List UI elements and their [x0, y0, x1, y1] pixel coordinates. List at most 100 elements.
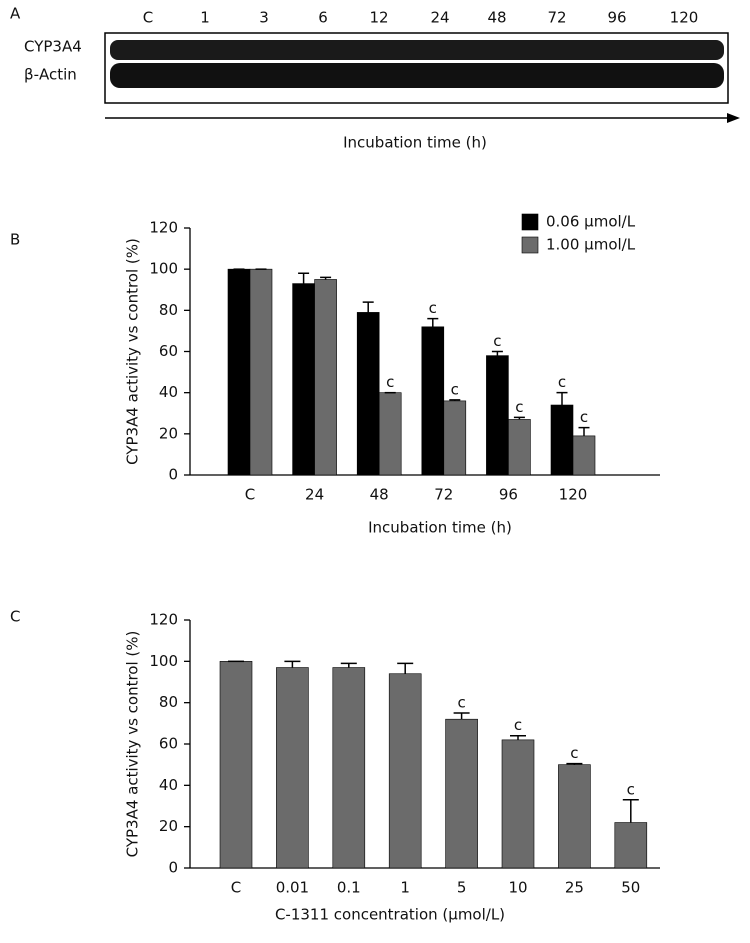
error-bar	[298, 272, 310, 284]
annotation: c	[558, 373, 566, 391]
bar	[572, 435, 596, 476]
bar	[388, 673, 422, 869]
x-tick-label: 120	[559, 486, 588, 504]
bar	[276, 667, 309, 869]
error-bar	[513, 416, 525, 420]
x-tick-label: 10	[508, 879, 527, 897]
bar	[249, 268, 273, 476]
lane-label: 24	[430, 9, 449, 27]
bar	[445, 718, 478, 869]
x-tick-label: 24	[305, 486, 324, 504]
lane-label: 96	[607, 9, 626, 27]
bar	[332, 667, 366, 869]
y-tick-label: 40	[159, 776, 178, 794]
y-tick-label: 60	[159, 735, 178, 753]
lane-label: 6	[318, 9, 328, 27]
lane-label: C	[143, 9, 153, 27]
lane-label: 120	[670, 9, 699, 27]
x-tick-label: 72	[434, 486, 453, 504]
row-label: CYP3A4	[24, 38, 82, 56]
error-bar	[397, 662, 414, 674]
y-tick-label: 20	[159, 817, 178, 835]
x-tick-label: 50	[621, 879, 640, 897]
y-axis-title: CYP3A4 activity vs control (%)	[124, 238, 142, 465]
panel-letter: C	[10, 608, 20, 626]
annotation: c	[514, 716, 522, 734]
bar	[614, 822, 648, 869]
error-bar	[578, 426, 590, 436]
x-tick-label: 5	[457, 879, 467, 897]
y-tick-label: 120	[149, 611, 178, 629]
bar	[558, 764, 591, 869]
error-bar	[427, 317, 439, 327]
legend-swatch	[521, 236, 539, 254]
bar	[550, 404, 574, 476]
lane-label: 72	[547, 9, 566, 27]
legend-swatch	[521, 213, 539, 231]
legend-label: 0.06 µmol/L	[546, 213, 636, 231]
bar	[378, 392, 402, 476]
annotation: c	[457, 694, 465, 712]
x-tick-label: 48	[370, 486, 389, 504]
error-bar	[453, 712, 470, 720]
error-bar	[510, 734, 526, 740]
bar	[486, 355, 509, 476]
error-bar	[284, 660, 301, 668]
annotation: c	[451, 380, 459, 398]
y-tick-label: 120	[149, 219, 178, 237]
legend-label: 1.00 µmol/L	[546, 236, 636, 254]
annotation: c	[493, 332, 501, 350]
blot-band	[110, 40, 724, 60]
bar	[443, 400, 467, 476]
bar	[356, 312, 380, 476]
annotation: c	[570, 744, 578, 762]
error-bar	[556, 391, 568, 406]
error-bar	[566, 762, 583, 765]
x-tick-label: C	[245, 486, 255, 504]
error-bar	[320, 276, 332, 280]
annotation: c	[429, 299, 437, 317]
bar	[292, 283, 315, 476]
lane-label: 48	[487, 9, 506, 27]
y-tick-label: 0	[168, 859, 178, 877]
annotation: c	[515, 398, 523, 416]
error-bar	[340, 662, 357, 668]
bar	[508, 419, 531, 476]
y-tick-label: 80	[159, 693, 178, 711]
error-bar	[449, 399, 461, 401]
x-tick-label: 1	[400, 879, 410, 897]
x-axis-title: Incubation time (h)	[368, 519, 512, 537]
x-axis-title: Incubation time (h)	[343, 134, 487, 152]
bar	[227, 268, 251, 476]
bar	[501, 739, 535, 869]
bar	[314, 279, 337, 476]
bar	[421, 326, 445, 476]
x-tick-label: 0.01	[276, 879, 309, 897]
row-label: β-Actin	[24, 66, 77, 84]
error-bar	[622, 799, 639, 823]
x-tick-label: C	[231, 879, 241, 897]
lane-label: 12	[369, 9, 388, 27]
panel-letter: A	[10, 5, 21, 23]
y-tick-label: 80	[159, 301, 178, 319]
annotation: c	[580, 408, 588, 426]
x-axis-title: C-1311 concentration (µmol/L)	[275, 906, 505, 924]
y-tick-label: 40	[159, 383, 178, 401]
y-axis-title: CYP3A4 activity vs control (%)	[124, 631, 142, 858]
y-tick-label: 0	[168, 466, 178, 484]
arrow-head	[727, 113, 740, 123]
error-bar	[362, 301, 374, 313]
error-bar	[491, 350, 503, 356]
annotation: c	[386, 373, 394, 391]
x-tick-label: 96	[499, 486, 518, 504]
annotation: c	[627, 780, 635, 798]
y-tick-label: 100	[149, 260, 178, 278]
lane-label: 3	[259, 9, 269, 27]
x-tick-label: 25	[565, 879, 584, 897]
panel-letter: B	[10, 231, 20, 249]
x-tick-label: 0.1	[337, 879, 361, 897]
y-tick-label: 20	[159, 424, 178, 442]
bar	[219, 661, 253, 869]
y-tick-label: 100	[149, 652, 178, 670]
